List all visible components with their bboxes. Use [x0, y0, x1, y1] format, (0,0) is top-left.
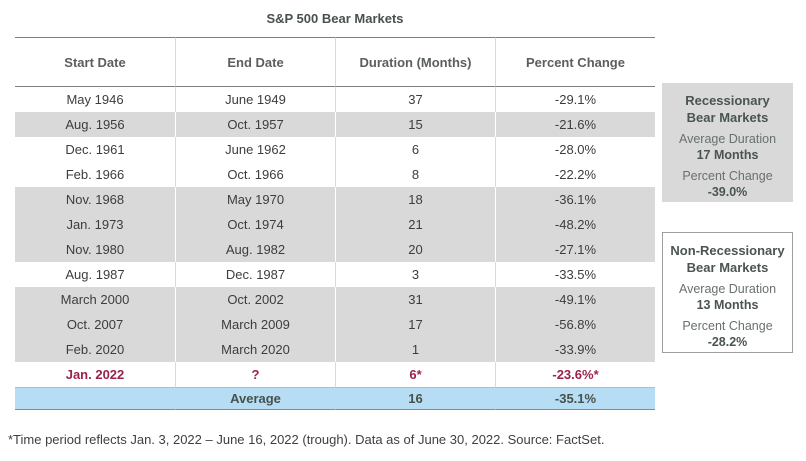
cell-average-label: Average — [175, 387, 335, 410]
cell-duration: 3 — [335, 262, 495, 287]
table-row: May 1946 June 1949 37 -29.1% — [15, 87, 655, 112]
non-recessionary-avg-duration-value: 13 Months — [696, 298, 759, 312]
cell-percent-change: -27.1% — [495, 237, 655, 262]
cell-start-date: March 2000 — [15, 287, 175, 312]
table-row: Feb. 1966 Oct. 1966 8 -22.2% — [15, 162, 655, 187]
column-header-duration: Duration (Months) — [335, 37, 495, 87]
recessionary-panel: Recessionary Bear Markets Average Durati… — [662, 83, 793, 202]
cell-duration: 8 — [335, 162, 495, 187]
cell-end-date: March 2020 — [175, 337, 335, 362]
cell-end-date: June 1949 — [175, 87, 335, 112]
cell-end-date: March 2009 — [175, 312, 335, 337]
recessionary-avg-duration-label: Average Duration — [678, 132, 777, 146]
cell-start-date: Nov. 1980 — [15, 237, 175, 262]
non-recessionary-panel: Non-Recessionary Bear Markets Average Du… — [662, 232, 793, 353]
table-row: Aug. 1956 Oct. 1957 15 -21.6% — [15, 112, 655, 137]
cell-start-date: May 1946 — [66, 92, 124, 107]
table-row: Nov. 1980 Aug. 1982 20 -27.1% — [15, 237, 655, 262]
cell-percent-change: -48.2% — [495, 212, 655, 237]
cell-end-date: June 1962 — [175, 137, 335, 162]
cell-end-date: May 1970 — [175, 187, 335, 212]
page-title: S&P 500 Bear Markets — [266, 11, 404, 26]
cell-end-date: Oct. 2002 — [175, 287, 335, 312]
cell-start-date: Nov. 1968 — [15, 187, 175, 212]
cell-duration: 37 — [335, 87, 495, 112]
recessionary-pct-change-value: -39.0% — [707, 185, 748, 199]
cell-end-date: Oct. 1957 — [175, 112, 335, 137]
cell-start-date: Feb. 1966 — [65, 167, 125, 182]
column-header-start-date: Start Date — [15, 37, 175, 87]
cell-start-date: Jan. 1973 — [15, 212, 175, 237]
cell-average-duration: 16 — [335, 387, 495, 410]
cell-start-date: Feb. 2020 — [15, 337, 175, 362]
cell-duration: 15 — [335, 112, 495, 137]
footnote: *Time period reflects Jan. 3, 2022 – Jun… — [8, 432, 605, 447]
table-row: March 2000 Oct. 2002 31 -49.1% — [15, 287, 655, 312]
cell-percent-change: -49.1% — [495, 287, 655, 312]
cell-start-date: Jan. 2022 — [65, 367, 125, 382]
cell-percent-change: -28.0% — [495, 137, 655, 162]
table-row: Jan. 1973 Oct. 1974 21 -48.2% — [15, 212, 655, 237]
cell-end-date: Dec. 1987 — [175, 262, 335, 287]
table-body: May 1946 June 1949 37 -29.1% Aug. 1956 Oct. 1… — [15, 87, 655, 387]
cell-duration: 20 — [335, 237, 495, 262]
cell-percent-change: -36.1% — [495, 187, 655, 212]
cell-duration: 21 — [335, 212, 495, 237]
cell-end-date: Oct. 1966 — [175, 162, 335, 187]
cell-end-date: Oct. 1974 — [175, 212, 335, 237]
cell-duration: 6 — [335, 137, 495, 162]
cell-duration: 6* — [335, 362, 495, 387]
table-row: Nov. 1968 May 1970 18 -36.1% — [15, 187, 655, 212]
cell-percent-change: -29.1% — [495, 87, 655, 112]
recessionary-panel-title: Recessionary Bear Markets — [685, 93, 770, 125]
cell-start-date: Dec. 1961 — [65, 142, 125, 157]
average-row: Average 16 -35.1% — [15, 387, 655, 410]
table-row: Aug. 1987 Dec. 1987 3 -33.5% — [15, 262, 655, 287]
table-row: Feb. 2020 March 2020 1 -33.9% — [15, 337, 655, 362]
table-row: Oct. 2007 March 2009 17 -56.8% — [15, 312, 655, 337]
cell-percent-change: -56.8% — [495, 312, 655, 337]
non-recessionary-panel-title: Non-Recessionary Bear Markets — [670, 243, 785, 275]
cell-end-date: Aug. 1982 — [175, 237, 335, 262]
table-header-row: Start Date End Date Duration (Months) Pe… — [15, 37, 655, 87]
cell-percent-change: -23.6%* — [495, 362, 655, 387]
non-recessionary-avg-duration-label: Average Duration — [678, 282, 777, 296]
cell-percent-change: -21.6% — [495, 112, 655, 137]
non-recessionary-pct-change-value: -28.2% — [707, 335, 748, 349]
cell-start-date: Aug. 1987 — [65, 267, 125, 282]
cell-start-date: Aug. 1956 — [15, 112, 175, 137]
cell-duration: 18 — [335, 187, 495, 212]
cell-percent-change: -22.2% — [495, 162, 655, 187]
recessionary-pct-change-label: Percent Change — [682, 169, 773, 183]
recessionary-avg-duration-value: 17 Months — [696, 148, 759, 162]
cell-average-percent-change: -35.1% — [495, 387, 655, 410]
table-row: Dec. 1961 June 1962 6 -28.0% — [15, 137, 655, 162]
bear-markets-table: Start Date End Date Duration (Months) Pe… — [15, 37, 655, 410]
cell-duration: 1 — [335, 337, 495, 362]
column-header-percent-change: Percent Change — [495, 37, 655, 87]
cell-average-spacer — [15, 387, 175, 410]
cell-start-date: Oct. 2007 — [15, 312, 175, 337]
cell-percent-change: -33.5% — [495, 262, 655, 287]
cell-end-date: ? — [175, 362, 335, 387]
column-header-end-date: End Date — [175, 37, 335, 87]
cell-percent-change: -33.9% — [495, 337, 655, 362]
non-recessionary-pct-change-label: Percent Change — [682, 319, 773, 333]
cell-duration: 31 — [335, 287, 495, 312]
cell-duration: 17 — [335, 312, 495, 337]
table-row: Jan. 2022? 6* -23.6%* — [15, 362, 655, 387]
